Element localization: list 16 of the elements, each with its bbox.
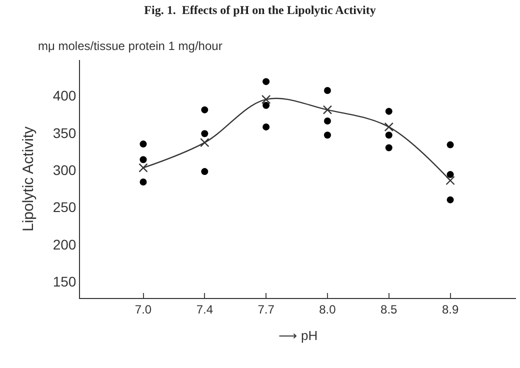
text: mμ moles/tissue protein 1 mg/hour	[38, 39, 222, 53]
x-tick-label: 7.4	[196, 302, 214, 316]
x-tick-label: 7.7	[258, 302, 275, 316]
y-tick-label: 350	[52, 124, 76, 141]
x-tick-label: 8.0	[319, 302, 336, 316]
y-tick-label: 150	[52, 274, 76, 290]
y-tick-label: 200	[52, 236, 76, 252]
x-tick-label: 8.5	[380, 302, 398, 316]
y-tick-label: 400	[52, 88, 76, 104]
chart-title: Fig. 1. Effects of pH on the Lipolytic Activity	[144, 2, 376, 17]
y-axis-title: Lipolytic Activity	[20, 126, 38, 232]
x-tick-label: 8.9	[442, 302, 459, 316]
x-tick-label: 7.0	[134, 302, 152, 316]
y-tick-label: 250	[52, 199, 76, 216]
x-axis-title: ⟶ pH	[278, 328, 318, 343]
y-tick-label: 300	[52, 162, 76, 178]
